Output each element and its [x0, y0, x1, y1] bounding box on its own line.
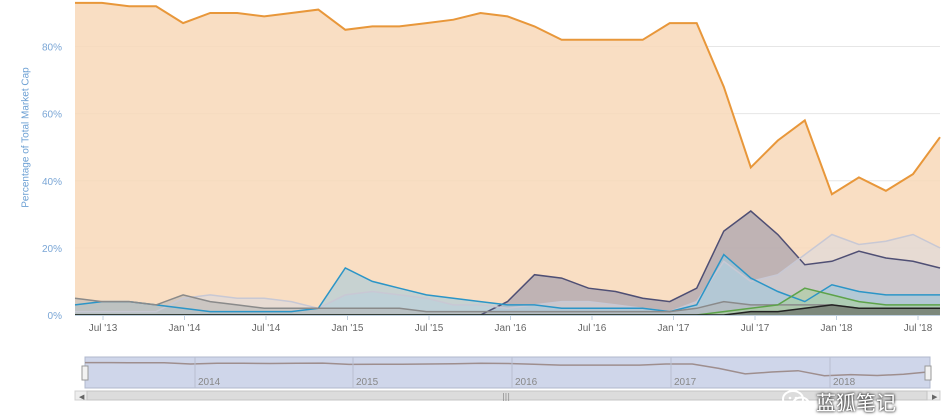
x-tick-label: Jan '17 [658, 323, 690, 334]
navigator-year-label: 2016 [515, 377, 538, 388]
navigator-handle-left[interactable] [81, 365, 89, 381]
scroll-left-arrow-icon[interactable]: ◀ [79, 393, 85, 401]
scrollbar-grip-icon: ||| [502, 392, 510, 401]
scrollbar-thumb[interactable] [86, 390, 928, 401]
x-tick-label: Jan '18 [821, 323, 853, 334]
x-tick-label: Jul '13 [89, 323, 118, 334]
navigator-window [84, 356, 931, 389]
navigator-year-label: 2014 [198, 377, 221, 388]
x-tick-label: Jul '17 [741, 323, 770, 334]
navigator-year-label: 2015 [356, 377, 379, 388]
series-line-0 [75, 1, 941, 196]
y-axis-title: Percentage of Total Market Cap [20, 67, 32, 208]
x-tick-label: Jul '18 [904, 323, 933, 334]
x-tick-label: Jul '14 [252, 323, 281, 334]
navigator-year-label: 2017 [674, 377, 697, 388]
x-tick-label: Jan '15 [332, 323, 364, 334]
navigator-year-label: 2018 [833, 377, 856, 388]
series-line-2 [75, 233, 941, 313]
y-tick-label: 60% [42, 110, 62, 121]
series-area-6 [75, 304, 940, 315]
y-tick-label: 40% [42, 177, 62, 188]
scroll-right-arrow-icon[interactable]: ▶ [932, 393, 938, 401]
y-tick-label: 80% [42, 43, 62, 54]
x-tick-label: Jan '14 [169, 323, 201, 334]
wechat-icon [782, 390, 810, 412]
y-tick-label: 0% [48, 311, 63, 322]
series-line-3 [74, 253, 940, 313]
series-line-4 [74, 294, 940, 313]
navigator-handle-right[interactable] [924, 365, 932, 381]
series-area-4 [75, 294, 940, 315]
watermark-text: 蓝狐笔记 [816, 392, 896, 415]
y-tick-label: 20% [42, 244, 62, 255]
x-tick-label: Jan '16 [495, 323, 527, 334]
series-area-3 [75, 254, 940, 315]
x-tick-label: Jul '16 [578, 323, 607, 334]
navigator-line [85, 361, 931, 377]
x-tick-label: Jul '15 [415, 323, 444, 334]
watermark: 蓝狐笔记 [782, 389, 896, 415]
